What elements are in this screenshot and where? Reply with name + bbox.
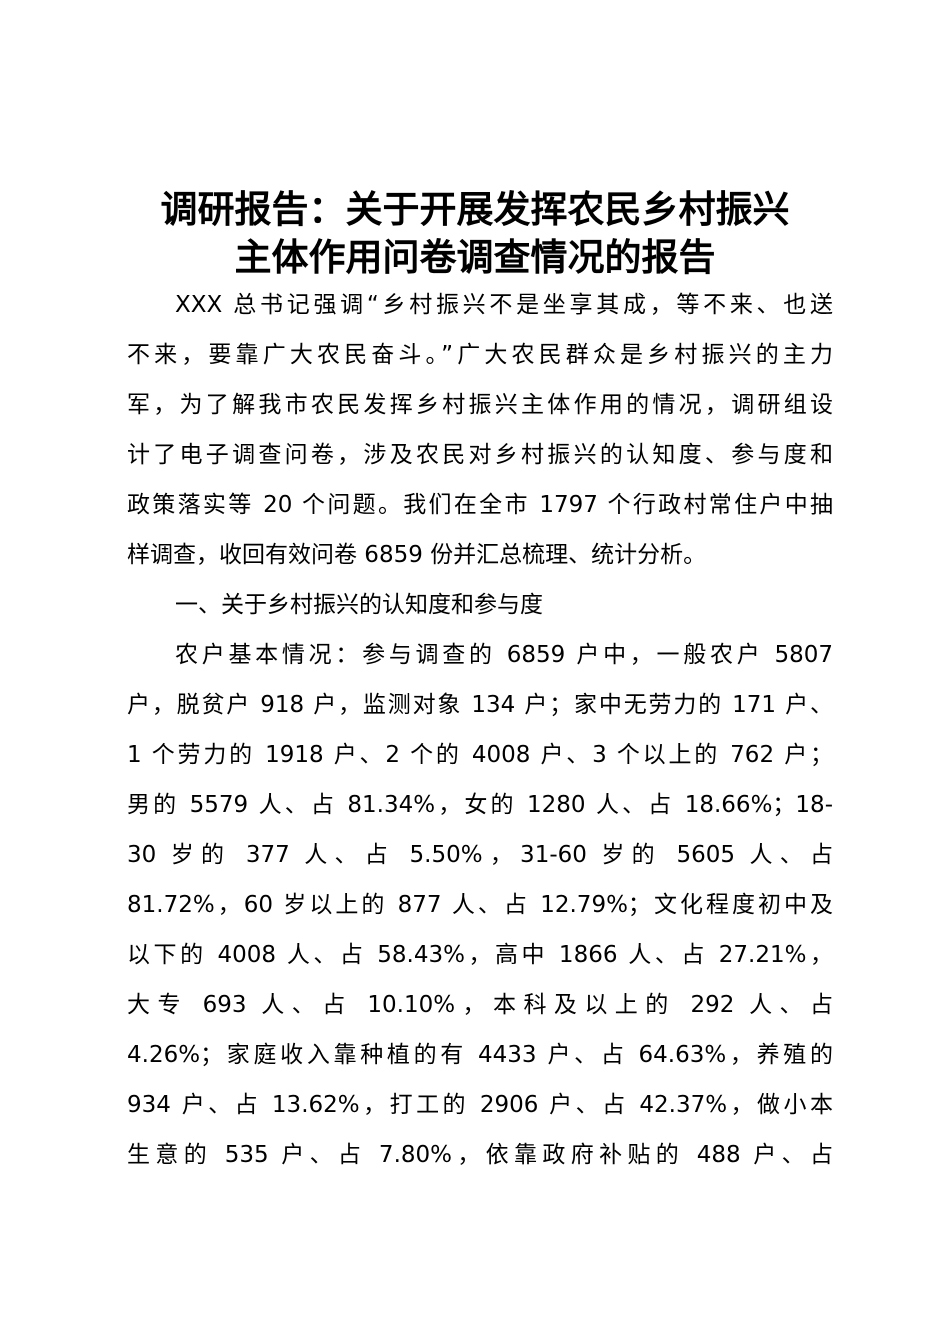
text-line: 计了电子调查问卷，涉及农民对乡村振兴的认知度、参与度和 (127, 442, 833, 468)
document-title: 调研报告：关于开展发挥农民乡村振兴 主体作用问卷调查情况的报告 (100, 186, 850, 282)
text-line: 1 个劳力的 1918 户、2 个的 4008 户、3 个以上的 762 户； (127, 742, 833, 768)
text-line: 生意的 535 户、占 7.80%，依靠政府补贴的 488 户、占 (127, 1142, 833, 1168)
text-line: 934 户、占 13.62%，打工的 2906 户、占 42.37%，做小本 (127, 1092, 833, 1118)
document-body: XXX 总书记强调“乡村振兴不是坐享其成，等不来、也送 不来，要靠广大农民奋斗。… (127, 280, 833, 1180)
text-line: 30 岁的 377 人、占 5.50%，31-60 岁的 5605 人、占 (127, 842, 833, 868)
title-line-2: 主体作用问卷调查情况的报告 (234, 236, 716, 279)
text-line: 以下的 4008 人、占 58.43%，高中 1866 人、占 27.21%， (127, 942, 833, 968)
section-heading: 一、关于乡村振兴的认知度和参与度 (127, 580, 833, 630)
text-line: 军，为了解我市农民发挥乡村振兴主体作用的情况，调研组设 (127, 392, 833, 418)
text-line: 81.72%，60 岁以上的 877 人、占 12.79%；文化程度初中及 (127, 892, 833, 918)
text-line: 农户基本情况：参与调查的 6859 户中，一般农户 5807 (175, 642, 833, 668)
title-line-1: 调研报告：关于开展发挥农民乡村振兴 (160, 188, 790, 231)
paragraph-intro: XXX 总书记强调“乡村振兴不是坐享其成，等不来、也送 不来，要靠广大农民奋斗。… (127, 280, 833, 580)
text-line: 户，脱贫户 918 户，监测对象 134 户；家中无劳力的 171 户、 (127, 692, 833, 718)
paragraph-household-info: 农户基本情况：参与调查的 6859 户中，一般农户 5807 户，脱贫户 918… (127, 630, 833, 1180)
text-line: 不来，要靠广大农民奋斗。”广大农民群众是乡村振兴的主力 (127, 342, 833, 368)
text-line: XXX 总书记强调“乡村振兴不是坐享其成，等不来、也送 (175, 292, 833, 318)
text-line: 4.26%；家庭收入靠种植的有 4433 户、占 64.63%，养殖的 (127, 1042, 833, 1068)
text-line: 大专 693 人、占 10.10%，本科及以上的 292 人、占 (127, 992, 833, 1018)
text-line: 男的 5579 人、占 81.34%，女的 1280 人、占 18.66%；18… (127, 792, 833, 818)
text-line: 样调查，收回有效问卷 6859 份并汇总梳理、统计分析。 (127, 542, 707, 568)
section-heading-text: 一、关于乡村振兴的认知度和参与度 (175, 592, 543, 618)
text-line: 政策落实等 20 个问题。我们在全市 1797 个行政村常住户中抽 (127, 492, 833, 518)
